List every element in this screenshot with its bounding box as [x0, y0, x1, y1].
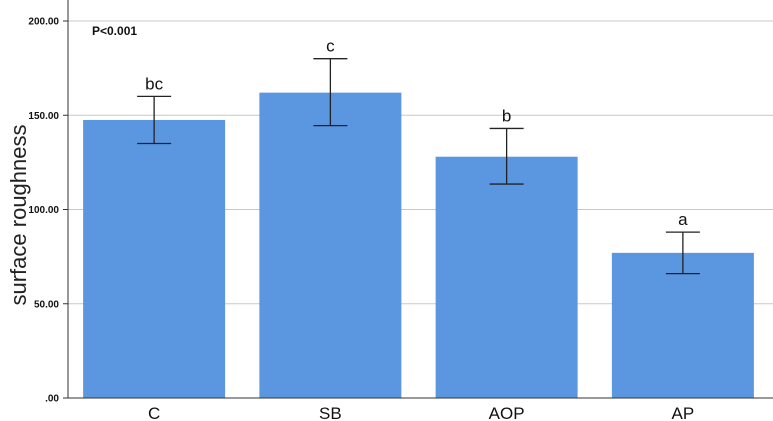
y-axis-label: surface roughness: [6, 125, 31, 306]
significance-letter: b: [502, 106, 511, 125]
y-tick-label: 200.00: [28, 17, 59, 28]
bar-aop: [435, 156, 578, 398]
x-tick-label: AOP: [489, 404, 525, 421]
bar-ap: [611, 252, 754, 398]
bars: [83, 92, 754, 399]
significance-letter: a: [678, 210, 688, 229]
significance-letters: bc c b a: [145, 37, 688, 229]
x-tick-label: SB: [319, 404, 342, 421]
error-bars: [137, 58, 700, 275]
significance-letter: bc: [145, 74, 163, 93]
error-bar-c: [137, 95, 172, 145]
p-value-annotation: P<0.001: [92, 24, 137, 38]
y-tick-label: 50.00: [34, 299, 59, 310]
y-axis-ticks: .00 50.00 100.00 150.00 200.00: [28, 17, 68, 405]
bar-c: [83, 119, 226, 399]
error-bar-sb: [313, 58, 348, 127]
y-tick-label: .00: [45, 394, 59, 405]
bar-sb: [259, 92, 402, 398]
y-tick-label: 100.00: [28, 205, 59, 216]
y-tick-label: 150.00: [28, 111, 59, 122]
x-tick-label: AP: [672, 404, 695, 421]
x-tick-label: C: [148, 404, 160, 421]
error-bar-aop: [489, 127, 524, 185]
x-axis-labels: C SB AOP AP: [148, 404, 694, 421]
significance-letter: c: [326, 37, 335, 56]
error-bar-ap: [665, 231, 700, 275]
